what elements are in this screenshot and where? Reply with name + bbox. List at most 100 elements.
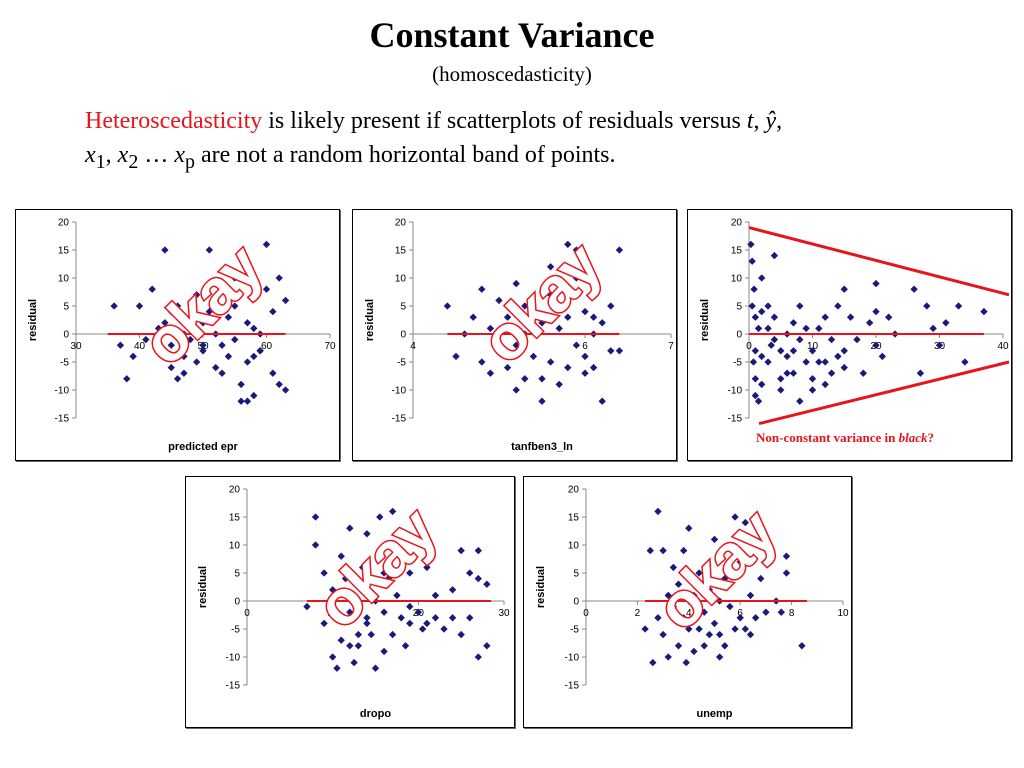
data-point	[782, 569, 791, 577]
data-point	[546, 263, 555, 271]
data-point	[328, 586, 337, 594]
data-point	[685, 524, 693, 532]
data-point	[715, 653, 724, 661]
data-point	[148, 285, 156, 293]
y-tick-label: 20	[229, 485, 241, 496]
data-point	[269, 369, 277, 377]
var-x2: x	[117, 142, 129, 168]
data-point	[333, 664, 341, 672]
data-point	[764, 302, 772, 310]
x-axis-label: unemp	[696, 708, 732, 720]
data-point	[521, 375, 529, 383]
data-point	[243, 358, 252, 366]
data-point	[346, 524, 354, 532]
y-tick-label: -10	[226, 653, 241, 664]
data-point	[581, 352, 589, 361]
data-point	[731, 513, 739, 521]
intro-line2: are not a random horizontal band of poin…	[194, 142, 616, 168]
var-xp: x	[174, 142, 185, 168]
x-tick-label: 40	[134, 341, 146, 352]
data-point	[474, 574, 482, 583]
var-x1: x	[85, 142, 96, 168]
data-point	[721, 642, 729, 650]
data-point	[710, 619, 719, 628]
data-point	[878, 352, 887, 361]
data-point	[777, 347, 785, 355]
data-point	[859, 369, 867, 377]
data-point	[218, 341, 226, 349]
data-point	[192, 358, 201, 366]
data-point	[250, 324, 258, 333]
y-tick-label: 0	[736, 330, 742, 341]
data-point	[669, 602, 678, 611]
x-tick-label: 30	[498, 608, 510, 619]
dots: …	[138, 142, 175, 168]
data-point	[581, 307, 589, 316]
data-point	[269, 307, 277, 316]
data-point	[495, 347, 503, 355]
data-point	[834, 302, 842, 310]
y-tick-label: 5	[573, 569, 579, 580]
data-point	[311, 541, 320, 549]
data-point	[980, 307, 988, 316]
heteroscedasticity-term: Heteroscedasticity	[85, 108, 263, 134]
x-tick-label: 6	[582, 341, 588, 352]
chart-panel-tanfben3-ln: 20 15 10 5 0 -5 -10 -15 4 5 6 7 residual tanfben3_ln o…	[352, 209, 677, 461]
data-point	[695, 569, 703, 577]
note-italic: black	[898, 430, 928, 445]
data-point	[218, 285, 226, 293]
data-point	[705, 630, 714, 639]
y-tick-label: -10	[392, 386, 407, 397]
y-tick-label: 0	[63, 330, 69, 341]
y-tick-label: -10	[55, 386, 70, 397]
data-point	[212, 296, 220, 305]
data-point	[231, 302, 239, 310]
y-tick-label: 0	[400, 330, 406, 341]
scatter-chart-2: 20 15 10 5 0 -5 -10 -15 4 5 6 7 residual tanfben3_ln	[364, 218, 674, 454]
data-point	[281, 386, 290, 394]
data-point	[393, 591, 401, 600]
y-tick-label: -10	[565, 653, 580, 664]
data-point	[154, 347, 163, 355]
data-point	[466, 569, 474, 577]
data-point	[376, 552, 384, 560]
data-point	[311, 513, 320, 521]
data-point	[770, 251, 779, 260]
data-point	[167, 307, 175, 316]
chart-panel-predicted-epr: 20151050-5-10-153040506070residualpredic…	[15, 209, 340, 461]
data-point	[764, 324, 772, 333]
data-point	[397, 614, 405, 622]
data-point	[923, 302, 931, 310]
data-point	[572, 341, 581, 349]
data-point	[371, 664, 380, 672]
intro-line1: is likely present if scatterplots of res…	[262, 108, 747, 134]
data-point	[363, 619, 371, 628]
data-point	[846, 313, 855, 321]
data-point	[700, 642, 708, 650]
data-point	[589, 313, 598, 321]
data-point	[796, 397, 804, 405]
data-point	[840, 285, 848, 293]
data-point	[749, 358, 758, 366]
x-tick-label: 7	[668, 341, 674, 352]
data-point	[747, 240, 755, 249]
data-point	[572, 274, 581, 282]
data-point	[367, 630, 375, 639]
data-point	[167, 341, 175, 349]
page-title: Constant Variance	[369, 15, 655, 55]
data-point	[808, 375, 817, 383]
data-point	[354, 642, 363, 650]
data-point	[815, 358, 823, 366]
data-point	[770, 313, 779, 321]
data-point	[789, 369, 798, 377]
x-tick-label: 10	[837, 608, 849, 619]
sep-1: ,	[105, 142, 118, 168]
y-tick-label: -5	[733, 358, 742, 369]
data-point	[741, 625, 750, 633]
data-point	[186, 313, 194, 321]
data-point	[942, 319, 950, 327]
data-point	[669, 563, 678, 572]
